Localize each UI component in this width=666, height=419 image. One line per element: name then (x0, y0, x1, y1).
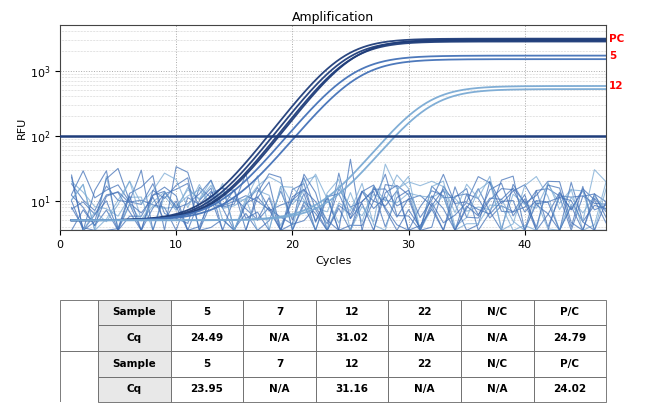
Y-axis label: RFU: RFU (17, 116, 27, 139)
Text: G: G (74, 319, 84, 332)
Bar (60, 351, 98, 402)
Title: Amplification: Amplification (292, 11, 374, 24)
Text: 12: 12 (609, 81, 623, 91)
Text: PC: PC (609, 34, 624, 44)
Bar (60, 300, 98, 351)
Text: H: H (74, 370, 84, 383)
Text: 5: 5 (609, 51, 616, 61)
X-axis label: Cycles: Cycles (315, 256, 351, 266)
